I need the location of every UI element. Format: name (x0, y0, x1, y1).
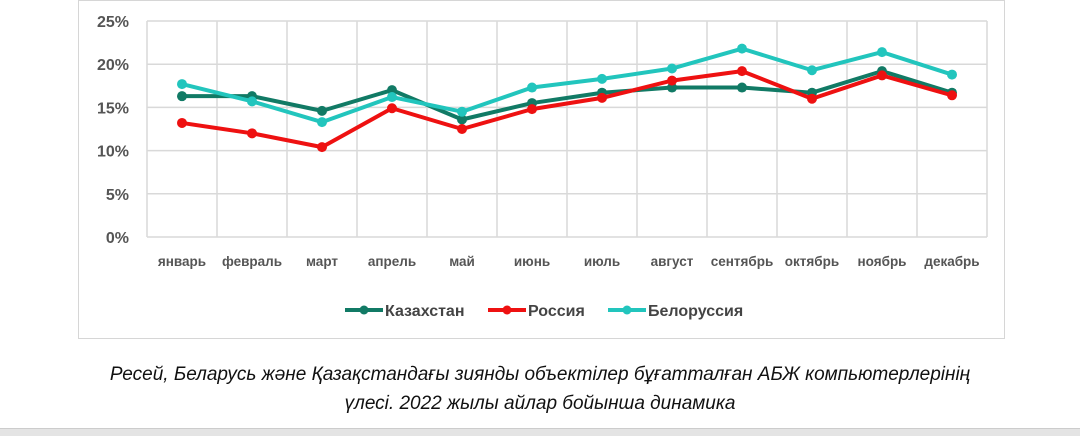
series-line (181, 46, 953, 125)
legend-label: Казахстан (385, 303, 465, 320)
data-point (177, 91, 187, 102)
data-point (457, 114, 467, 125)
legend-item: Белоруссия (608, 303, 743, 320)
data-point (527, 104, 537, 115)
series-line (181, 69, 953, 150)
data-point (667, 63, 677, 74)
data-point (807, 93, 817, 104)
chart-frame (78, 0, 1005, 339)
y-tick-label: 5% (106, 187, 129, 204)
data-point (597, 73, 607, 84)
legend-marker (502, 305, 512, 315)
x-tick-label: ноябрь (858, 254, 907, 269)
data-point (387, 103, 397, 114)
caption-line-2: үлесі. 2022 жылы айлар бойынша динамика (344, 393, 736, 414)
y-tick-label: 0% (106, 230, 129, 247)
figure-caption: Ресей, Беларусь және Қазақстандағы зиянд… (0, 360, 1080, 418)
data-point (737, 82, 747, 93)
data-point (947, 69, 957, 80)
data-point (737, 43, 747, 54)
y-tick-label: 15% (97, 100, 129, 117)
series-1 (177, 66, 957, 153)
y-tick-label: 20% (97, 57, 129, 74)
series-2 (177, 43, 957, 128)
data-point (737, 66, 747, 77)
x-tick-label: февраль (222, 254, 282, 269)
x-tick-label: сентябрь (711, 254, 774, 269)
legend-marker (622, 305, 632, 315)
data-point (317, 105, 327, 116)
data-point (457, 106, 467, 117)
data-point (667, 82, 677, 93)
data-point (877, 47, 887, 58)
y-tick-label: 10% (97, 144, 129, 161)
legend-item: Казахстан (345, 303, 465, 320)
x-tick-label: январь (158, 254, 206, 269)
data-point (457, 124, 467, 134)
data-point (247, 96, 257, 107)
data-point (317, 142, 327, 153)
data-point (247, 128, 257, 139)
series-line (182, 69, 953, 122)
x-tick-label: август (651, 254, 694, 269)
caption-line-1: Ресей, Беларусь және Қазақстандағы зиянд… (109, 364, 971, 385)
x-tick-label: март (306, 254, 338, 269)
data-point (177, 79, 187, 90)
data-point (807, 65, 817, 76)
data-point (877, 70, 887, 81)
data-point (667, 75, 677, 86)
x-tick-label: май (449, 254, 475, 269)
data-point (317, 117, 327, 128)
y-tick-label: 25% (97, 14, 129, 31)
data-point (947, 90, 957, 101)
legend-label: Россия (528, 303, 585, 320)
data-point (597, 92, 607, 103)
data-point (387, 92, 397, 103)
bottom-scrollbar[interactable] (0, 428, 1080, 436)
x-tick-label: октябрь (785, 254, 839, 269)
line-chart: 0% 5% 10% 15% 20% 25% январь февраль март апрель… (78, 0, 1005, 339)
legend-marker (359, 305, 369, 315)
x-tick-label: декабрь (924, 254, 979, 269)
legend-item: Россия (488, 303, 585, 320)
data-point (177, 117, 187, 128)
x-tick-label: апрель (368, 254, 416, 269)
legend-label: Белоруссия (648, 303, 743, 320)
x-tick-label: июль (584, 254, 620, 269)
data-point (387, 85, 397, 96)
x-tick-label: июнь (514, 254, 550, 269)
data-point (527, 82, 537, 93)
